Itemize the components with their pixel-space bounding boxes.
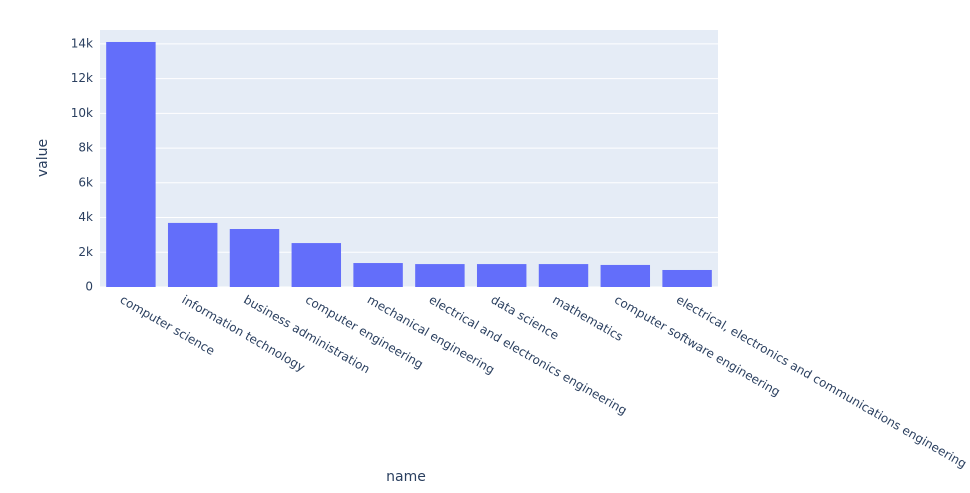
- x-tick-label: electrical, electronics and communicatio…: [674, 293, 969, 471]
- y-tick-label: 10k: [71, 106, 93, 120]
- bar: [353, 263, 403, 287]
- bar: [291, 243, 342, 287]
- y-tick-label: 0: [85, 280, 93, 294]
- bar: [476, 264, 527, 287]
- bar: [229, 229, 280, 287]
- bar: [600, 264, 651, 287]
- y-tick-label: 12k: [71, 71, 93, 85]
- bar: [538, 264, 589, 287]
- bar: [106, 41, 156, 288]
- bar: [415, 264, 465, 287]
- bar: [167, 222, 218, 287]
- y-tick-label: 8k: [78, 141, 93, 155]
- y-axis-title: value: [35, 139, 51, 177]
- y-tick-label: 6k: [78, 175, 93, 189]
- y-tick-label: 2k: [78, 245, 93, 259]
- y-tick-label: 14k: [71, 36, 93, 50]
- bar: [662, 269, 712, 287]
- x-axis-title: name: [386, 469, 426, 485]
- y-tick-label: 4k: [78, 210, 93, 224]
